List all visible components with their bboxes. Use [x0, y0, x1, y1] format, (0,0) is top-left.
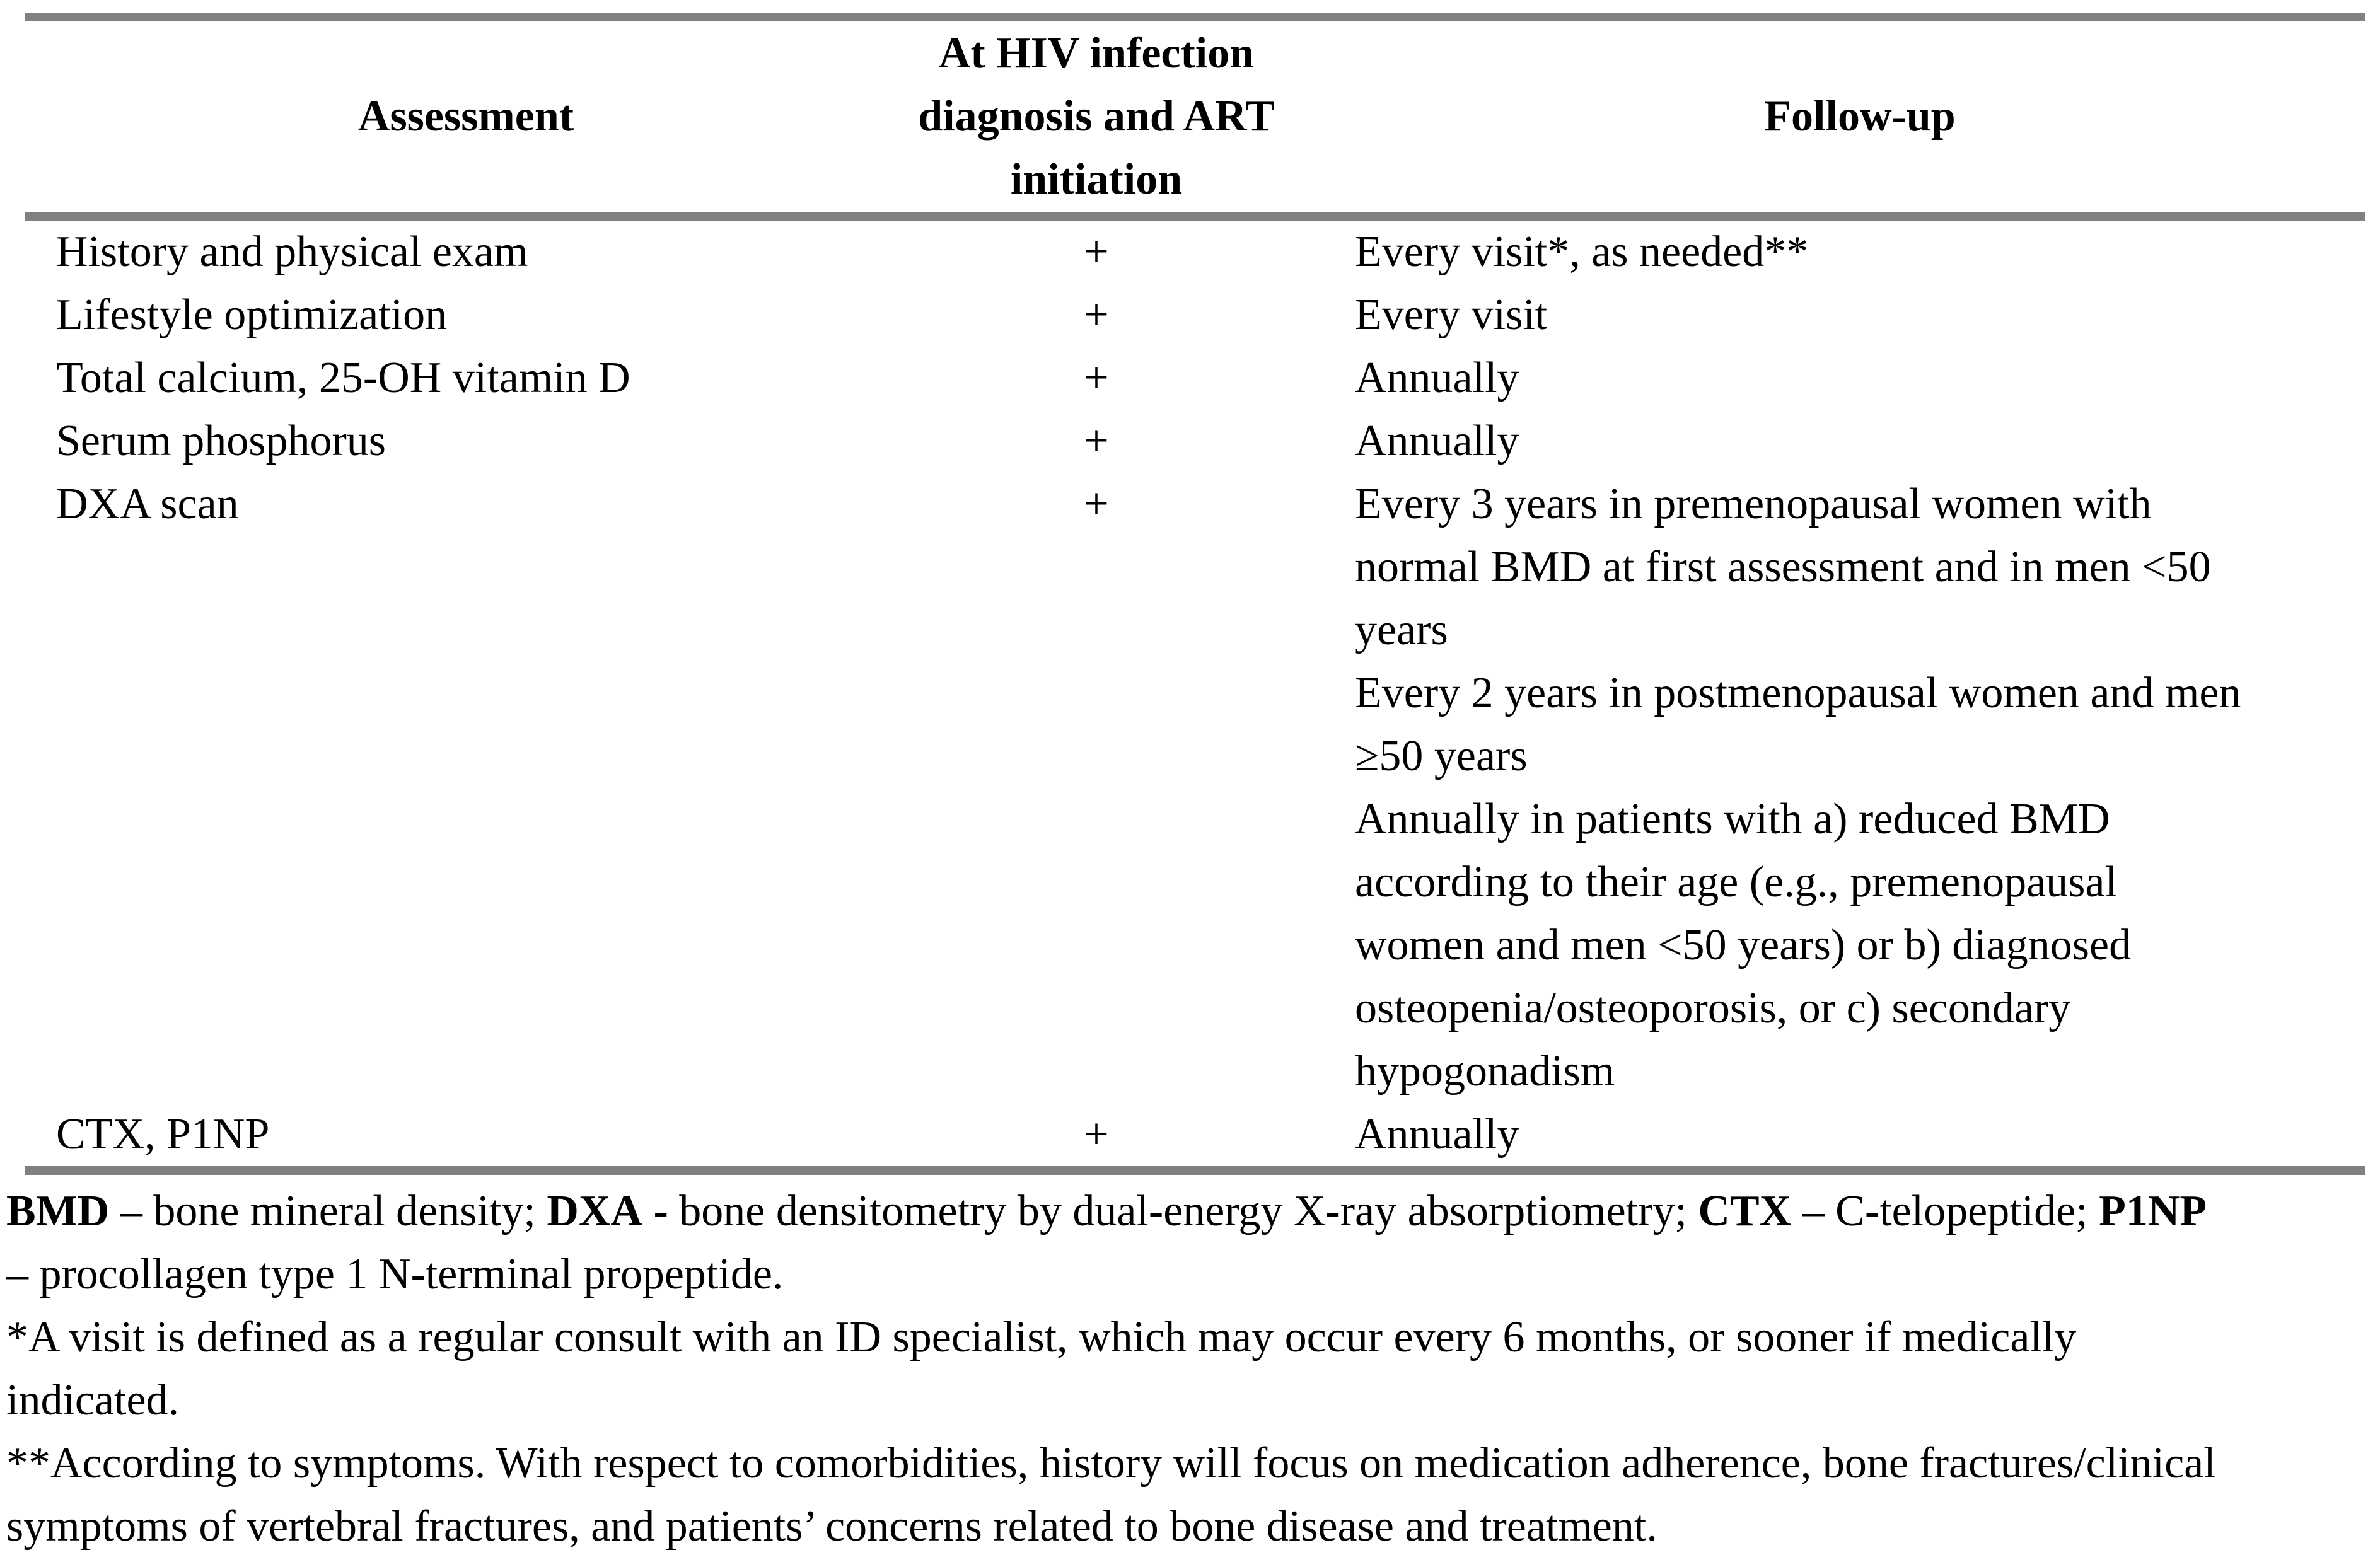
followup-paragraph: Every visit*, as needed** — [1355, 228, 1809, 276]
column-header-at-hiv-diagnosis: At HIV infection diagnosis and ART initi… — [918, 29, 1275, 204]
abbreviations-note: BMD – bone mineral density; DXA - bone d… — [6, 1180, 2226, 1306]
followup-paragraph: Every 2 years in postmenopausal women an… — [1355, 669, 2241, 780]
at-diagnosis-plus-cell: + — [1084, 480, 1109, 528]
abbreviation-term: CTX — [1698, 1187, 1792, 1235]
abbreviation-definition: – C-telopeptide; — [1791, 1187, 2099, 1235]
followup-paragraph: Every visit — [1355, 291, 1548, 339]
followup-paragraph: Every 3 years in premenopausal women wit… — [1355, 480, 2211, 654]
followup-paragraph: Annually — [1355, 354, 1519, 402]
followup-cell: Annually — [1286, 410, 2365, 473]
table-row: History and physical exam + Every visit*, … — [25, 221, 2365, 284]
table-row: DXA scan + Every 3 years in premenopausal … — [25, 473, 2365, 1103]
table-row: Serum phosphorus + Annually — [25, 410, 2365, 473]
followup-cell: Every visit — [1286, 284, 2365, 347]
assessment-cell: DXA scan — [56, 480, 239, 528]
assessment-cell: Total calcium, 25-OH vitamin D — [56, 354, 630, 402]
table-row: CTX, P1NP + Annually — [25, 1103, 2365, 1166]
assessment-cell: Lifestyle optimization — [56, 291, 448, 339]
assessment-cell: History and physical exam — [56, 228, 528, 276]
abbreviation-definition: – bone mineral density; — [109, 1187, 547, 1235]
at-diagnosis-plus-cell: + — [1084, 1110, 1109, 1159]
at-diagnosis-plus-cell: + — [1084, 354, 1109, 402]
column-header-assessment: Assessment — [357, 92, 574, 141]
followup-paragraph: Annually in patients with a) reduced BMD… — [1355, 795, 2132, 1096]
header-divider-rule — [25, 212, 2365, 221]
top-rule — [25, 13, 2365, 21]
table-row: Total calcium, 25-OH vitamin D + Annually — [25, 347, 2365, 410]
symptoms-note: **According to symptoms. With respect to… — [6, 1439, 2216, 1551]
footnotes: BMD – bone mineral density; DXA - bone d… — [6, 1180, 2226, 1558]
at-diagnosis-plus-cell: + — [1084, 228, 1109, 276]
followup-cell: Every visit*, as needed** — [1286, 221, 2365, 284]
followup-paragraph: Annually — [1355, 417, 1519, 465]
table-header-row: Assessment At HIV infection diagnosis an… — [25, 21, 2365, 212]
abbreviation-definition: - bone densitometry by dual-energy X-ray… — [642, 1187, 1698, 1235]
footer-divider-rule — [25, 1166, 2365, 1175]
at-diagnosis-plus-cell: + — [1084, 417, 1109, 465]
table-body: History and physical exam + Every visit*, … — [0, 221, 2380, 1166]
followup-cell: Annually — [1286, 347, 2365, 410]
table-row: Lifestyle optimization + Every visit — [25, 284, 2365, 347]
followup-cell: Annually — [1286, 1103, 2365, 1166]
followup-cell: Every 3 years in premenopausal women wit… — [1286, 473, 2365, 1103]
followup-paragraph: Annually — [1355, 1110, 1519, 1159]
at-diagnosis-plus-cell: + — [1084, 291, 1109, 339]
abbreviation-term: P1NP — [2099, 1187, 2207, 1235]
column-header-followup: Follow-up — [1764, 92, 1956, 141]
abbreviation-definition: – procollagen type 1 N-terminal propepti… — [6, 1250, 784, 1298]
assessment-cell: Serum phosphorus — [56, 417, 386, 465]
assessment-cell: CTX, P1NP — [56, 1110, 270, 1159]
abbreviation-term: BMD — [6, 1187, 110, 1235]
visit-definition-note: *A visit is defined as a regular consult… — [6, 1313, 2077, 1425]
abbreviation-term: DXA — [547, 1187, 642, 1235]
